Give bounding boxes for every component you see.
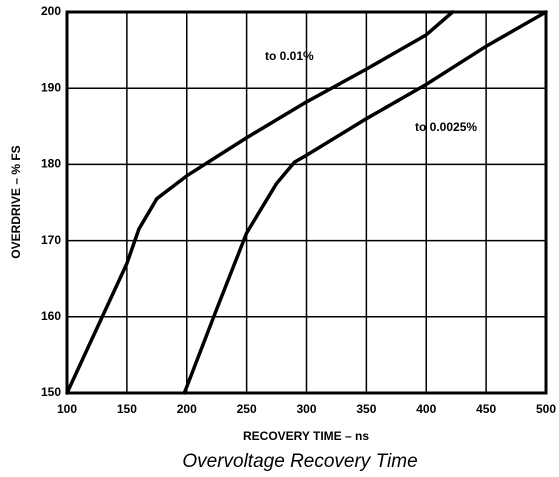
- y-tick-label: 170: [41, 233, 61, 247]
- line-series: [182, 10, 548, 395]
- x-tick-label: 500: [536, 402, 556, 416]
- x-tick-label: 400: [416, 402, 436, 416]
- y-tick-label: 160: [41, 309, 61, 323]
- x-tick-label: 150: [117, 402, 137, 416]
- x-tick-label: 250: [237, 402, 257, 416]
- y-tick-label: 190: [41, 80, 61, 94]
- series-label: to 0.0025%: [415, 120, 477, 134]
- y-tick-label: 150: [41, 385, 61, 399]
- y-tick-label: 180: [41, 157, 61, 171]
- chart-title: Overvoltage Recovery Time: [182, 451, 417, 472]
- series-label: to 0.01%: [265, 49, 314, 63]
- x-tick-label: 450: [476, 402, 496, 416]
- x-tick-label: 350: [356, 402, 376, 416]
- x-tick-label: 300: [296, 402, 316, 416]
- plot-frame: [65, 10, 548, 395]
- line-series: [65, 10, 455, 395]
- y-tick-label: 200: [41, 4, 61, 18]
- x-axis-label: RECOVERY TIME – ns: [243, 429, 369, 443]
- x-tick-label: 100: [57, 402, 77, 416]
- x-tick-label: 200: [177, 402, 197, 416]
- y-axis-label: OVERDRIVE – % FS: [9, 145, 23, 258]
